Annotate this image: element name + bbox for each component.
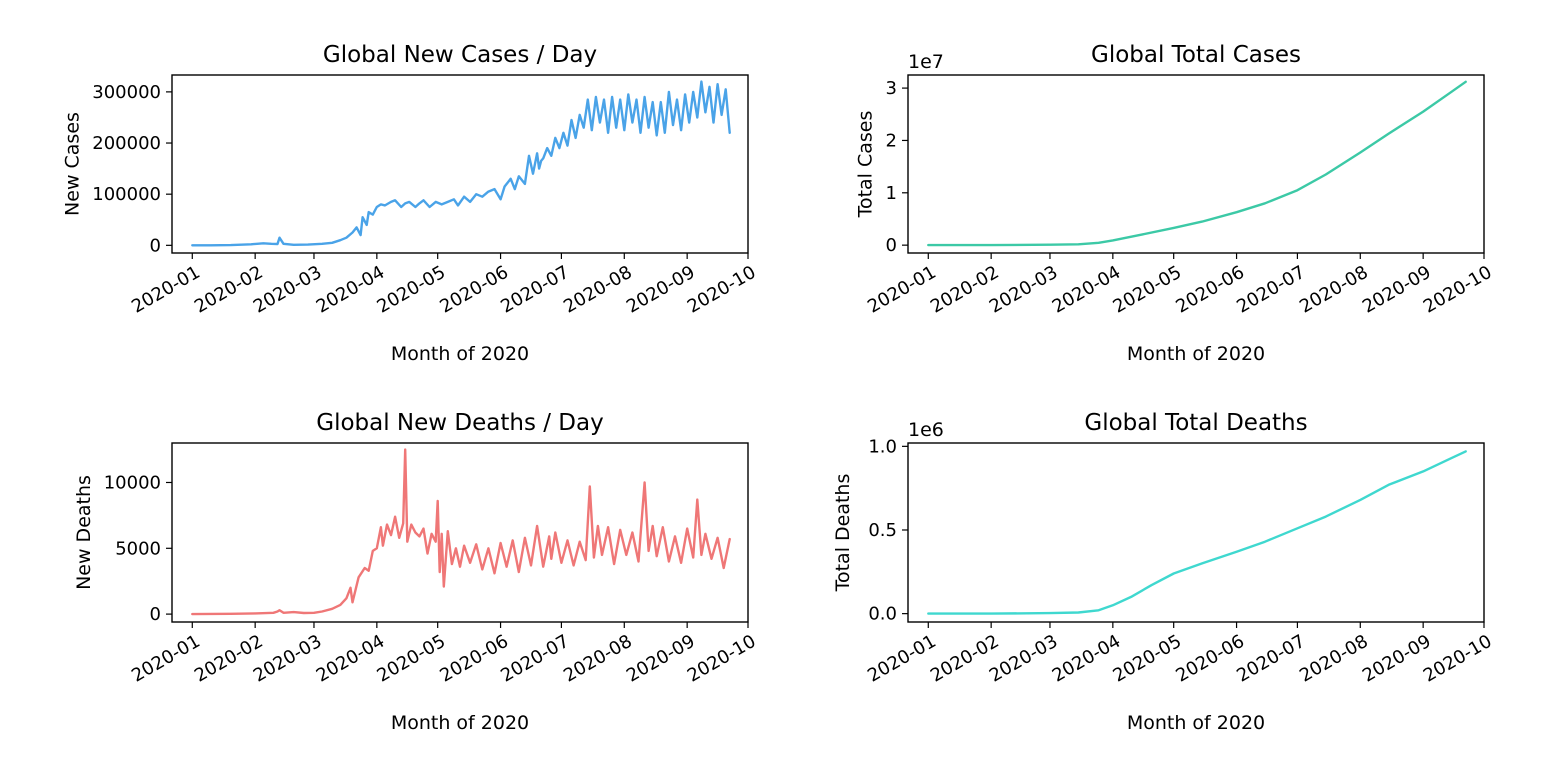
y-tick-label: 300000 (92, 82, 161, 103)
x-tick-label: 2020-10 (684, 631, 760, 687)
x-tick-label: 2020-07 (1233, 262, 1309, 318)
x-tick-label: 2020-01 (128, 262, 204, 318)
x-tick-label: 2020-04 (313, 631, 389, 687)
series-line-total_deaths (927, 450, 1467, 615)
y-axis-label: Total Deaths (832, 474, 854, 593)
x-tick-label: 2020-07 (497, 631, 573, 687)
x-tick-label: 2020-05 (374, 631, 450, 687)
y-tick-label: 100000 (92, 184, 161, 205)
x-tick-label: 2020-03 (250, 262, 326, 318)
axes-frame (171, 442, 749, 623)
axes-frame (171, 74, 749, 254)
series-line-total_cases (927, 80, 1467, 247)
x-tick-label: 2020-01 (864, 262, 940, 318)
series-line-new_cases (191, 80, 731, 247)
chart-new_deaths: Global New Deaths / Day 0 5000 10000 2020-01… (73, 410, 760, 734)
y-tick-label: 3 (886, 78, 897, 99)
chart-total_cases: Global Total Cases1e701232020-012020-022… (855, 42, 1496, 365)
x-tick-label: 2020-09 (1359, 631, 1435, 687)
x-tick-label: 2020-03 (986, 262, 1062, 318)
y-tick-label: 200000 (92, 133, 161, 154)
x-axis-label: Month of 2020 (391, 712, 529, 734)
x-tick-label: 2020-09 (623, 631, 699, 687)
x-tick-label: 2020-09 (623, 262, 699, 318)
axes-frame (907, 442, 1485, 623)
chart-title: Global New Deaths / Day (316, 410, 603, 436)
series-line-new_deaths (191, 448, 731, 616)
x-tick-label: 2020-10 (1420, 631, 1496, 687)
axes-frame (907, 74, 1485, 254)
chart-total_deaths: Global Total Deaths 1e6 0.0 0.5 1.0 2020-01 20… (832, 410, 1496, 734)
y-axis-label: New Deaths (73, 475, 95, 590)
y-tick-label: 0.0 (868, 604, 897, 625)
y-axis-label: New Cases (62, 112, 84, 216)
x-axis-label: Month of 2020 (1127, 343, 1265, 365)
y-tick-label: 0 (150, 235, 161, 256)
x-tick-label: 2020-10 (684, 262, 760, 318)
x-tick-label: 2020-08 (1296, 631, 1372, 687)
x-tick-label: 2020-06 (1172, 631, 1248, 687)
x-tick-label: 2020-04 (313, 262, 389, 318)
x-tick-label: 2020-07 (1233, 631, 1309, 687)
x-tick-label: 2020-01 (128, 631, 204, 687)
y-offset-label: 1e6 (908, 419, 944, 441)
y-tick-label: 0.5 (868, 520, 897, 541)
x-tick-label: 2020-05 (1110, 262, 1186, 318)
chart-title: Global Total Cases (1091, 42, 1301, 68)
x-tick-label: 2020-06 (436, 262, 512, 318)
x-tick-label: 2020-05 (1110, 631, 1186, 687)
y-tick-label: 1 (886, 183, 897, 204)
x-tick-label: 2020-06 (1172, 262, 1248, 318)
y-tick-label: 2 (886, 130, 897, 151)
x-axis-label: Month of 2020 (1127, 712, 1265, 734)
x-tick-label: 2020-01 (864, 631, 940, 687)
y-tick-label: 0 (150, 604, 161, 625)
x-tick-label: 2020-08 (560, 631, 636, 687)
x-tick-label: 2020-07 (497, 262, 573, 318)
x-tick-label: 2020-08 (1296, 262, 1372, 318)
chart-title: Global Total Deaths (1084, 410, 1307, 436)
x-tick-label: 2020-03 (250, 631, 326, 687)
x-tick-label: 2020-09 (1359, 262, 1435, 318)
x-tick-label: 2020-04 (1049, 262, 1125, 318)
y-tick-label: 0 (886, 235, 897, 256)
chart-new_cases: Global New Cases / Day 0 100000 200000 30000… (62, 42, 760, 365)
x-tick-label: 2020-10 (1420, 262, 1496, 318)
x-tick-label: 2020-05 (374, 262, 450, 318)
x-tick-label: 2020-06 (436, 631, 512, 687)
x-tick-label: 2020-04 (1049, 631, 1125, 687)
x-axis-label: Month of 2020 (391, 343, 529, 365)
x-tick-label: 2020-08 (560, 262, 636, 318)
y-tick-label: 5000 (115, 538, 161, 559)
y-tick-label: 10000 (104, 472, 161, 493)
y-offset-label: 1e7 (908, 51, 944, 73)
x-tick-label: 2020-03 (986, 631, 1062, 687)
y-axis-label: Total Cases (855, 111, 877, 219)
y-tick-label: 1.0 (868, 436, 897, 457)
chart-title: Global New Cases / Day (323, 42, 597, 68)
